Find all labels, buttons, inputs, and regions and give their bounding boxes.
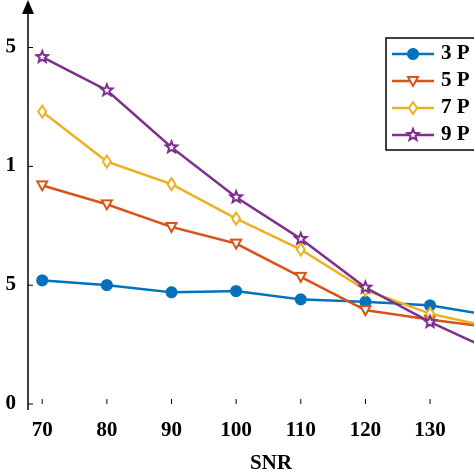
- marker: [230, 210, 242, 227]
- series-line: [41, 55, 474, 344]
- marker: [100, 279, 113, 292]
- marker: [227, 188, 245, 205]
- marker: [229, 238, 243, 251]
- y-tick-label: 0: [6, 390, 17, 414]
- legend-marker: [407, 100, 419, 116]
- marker: [166, 176, 177, 192]
- marker: [294, 271, 308, 284]
- x-tick-label: 110: [286, 417, 316, 441]
- x-tick-label: 100: [220, 417, 252, 441]
- y-tick-label: 5: [6, 271, 17, 295]
- axis-arrow: [22, 0, 34, 14]
- marker: [37, 103, 48, 120]
- x-tick-label: 80: [96, 417, 117, 441]
- marker: [98, 81, 116, 98]
- y-tick-label: 1: [6, 152, 17, 176]
- marker: [294, 293, 307, 306]
- series-line: [42, 279, 474, 314]
- marker: [292, 230, 310, 246]
- marker: [100, 199, 114, 212]
- legend-label: 7 P: [441, 94, 470, 118]
- marker: [357, 278, 374, 295]
- x-tick-label: 130: [414, 417, 446, 441]
- legend-marker: [404, 126, 422, 143]
- marker: [421, 313, 439, 330]
- y-tick-label: 5: [6, 33, 17, 57]
- x-tick-label: 90: [161, 417, 182, 441]
- legend-label: 9 P: [441, 121, 470, 145]
- legend-label: 3 P: [441, 40, 470, 64]
- marker: [36, 274, 49, 287]
- x-axis-label: SNR: [250, 450, 293, 474]
- legend-marker: [407, 48, 419, 60]
- legend-label: 5 P: [441, 67, 470, 91]
- marker: [295, 241, 306, 258]
- marker: [165, 286, 178, 299]
- marker: [164, 221, 179, 235]
- marker: [33, 48, 51, 65]
- legend-box: [385, 37, 474, 151]
- marker: [101, 153, 113, 170]
- x-tick-label: 120: [350, 417, 382, 441]
- x-tick-label: 70: [32, 417, 53, 441]
- marker: [358, 305, 373, 318]
- series-line: [41, 110, 474, 325]
- marker: [230, 285, 243, 298]
- marker: [163, 138, 180, 155]
- legend-marker: [406, 76, 420, 89]
- series-line: [41, 184, 474, 327]
- marker: [35, 180, 49, 193]
